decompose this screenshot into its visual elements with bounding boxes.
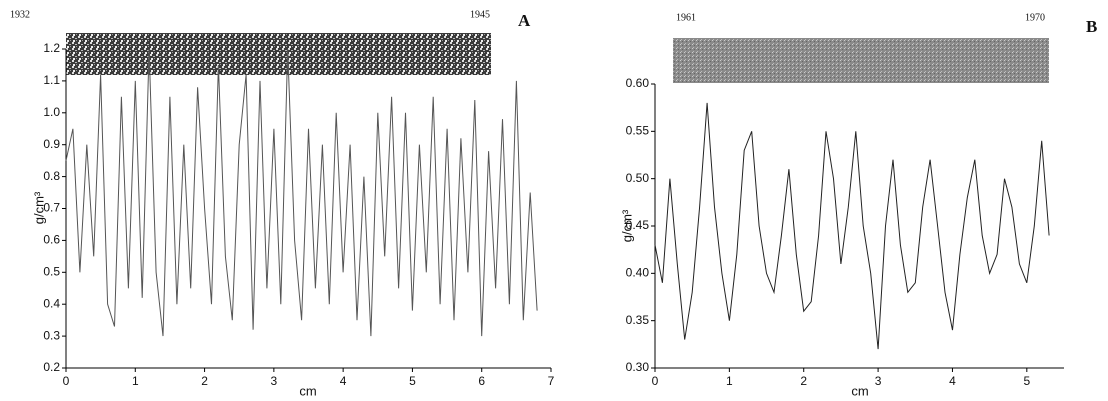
y-tick-label: 0.3: [43, 328, 60, 342]
x-tick-label: 4: [949, 374, 956, 388]
core-image: [673, 38, 1049, 83]
x-axis-title: cm: [299, 383, 316, 398]
density-line: [65, 48, 538, 337]
y-tick-label: 0.5: [43, 264, 60, 278]
x-tick-label: 6: [478, 374, 485, 388]
x-tick-label: 4: [340, 374, 347, 388]
y-axis-title: g/cm³: [31, 191, 46, 224]
year-start: 1961: [676, 12, 696, 23]
x-tick-label: 2: [201, 374, 208, 388]
y-tick-label: 1.1: [43, 73, 60, 87]
x-tick-label: 3: [875, 374, 882, 388]
y-tick-label: 0.40: [626, 266, 650, 280]
y-tick-label: 1.0: [43, 105, 60, 119]
x-tick-label: 3: [271, 374, 278, 388]
y-tick-label: 0.30: [626, 360, 650, 374]
y-tick-label: 0.55: [626, 124, 650, 138]
x-tick-label: 1: [726, 374, 733, 388]
panel-label: A: [518, 11, 531, 30]
x-tick-label: 1: [132, 374, 139, 388]
y-tick-label: 0.8: [43, 169, 60, 183]
y-tick-label: 0.60: [626, 76, 650, 90]
y-axis-title: g/cm³: [619, 209, 634, 242]
x-tick-label: 5: [1023, 374, 1030, 388]
y-tick-label: 0.50: [626, 171, 650, 185]
x-tick-label: 0: [652, 374, 659, 388]
y-tick-label: 1.2: [43, 41, 60, 55]
density-line: [654, 102, 1050, 350]
x-tick-label: 7: [548, 374, 555, 388]
year-end: 1945: [470, 9, 490, 20]
y-tick-label: 0.45: [626, 218, 650, 232]
core-image: [66, 33, 491, 75]
x-tick-label: 5: [409, 374, 416, 388]
y-tick-label: 0.4: [43, 296, 60, 310]
panel-label: B: [1086, 17, 1097, 36]
y-tick-label: 0.2: [43, 360, 60, 374]
x-tick-label: 0: [63, 374, 70, 388]
year-start: 1932: [10, 9, 30, 20]
x-tick-label: 2: [800, 374, 807, 388]
year-end: 1970: [1025, 12, 1045, 23]
y-tick-label: 0.7: [43, 201, 60, 215]
y-tick-label: 0.35: [626, 313, 650, 327]
y-tick-label: 0.9: [43, 137, 60, 151]
y-tick-label: 0.6: [43, 233, 60, 247]
x-axis-title: cm: [851, 383, 868, 398]
